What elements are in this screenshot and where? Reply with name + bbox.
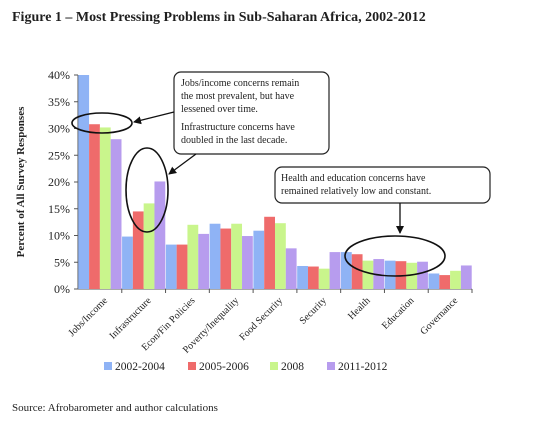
- y-tick-label: 25%: [48, 148, 70, 162]
- y-tick-label: 10%: [48, 229, 70, 243]
- y-tick-label: 5%: [54, 255, 70, 269]
- legend-swatch-2008: [270, 362, 278, 370]
- bar-2002-2004-governance: [428, 273, 440, 289]
- bar-2005-2006-health: [351, 254, 363, 289]
- bar-2008-poverty-inequality: [231, 223, 243, 289]
- legend-swatch-2002-2004: [104, 362, 112, 370]
- y-tick-label: 0%: [54, 282, 70, 296]
- y-axis-label: Percent of All Survey Responses: [15, 106, 27, 257]
- bar-2002-2004-food-security: [253, 230, 265, 289]
- bar-2002-2004-infrastructure: [122, 236, 133, 289]
- y-tick-label: 20%: [48, 175, 70, 189]
- legend-label-2005-2006: 2005-2006: [199, 361, 249, 373]
- bar-2011-2012-education: [417, 261, 428, 289]
- annotation-arrow-jobs: [133, 111, 175, 125]
- bar-2011-2012-security: [329, 252, 341, 289]
- bar-2008-econ-fin-policies: [187, 224, 199, 289]
- bar-2005-2006-jobs-income: [89, 124, 100, 289]
- bar-2005-2006-security: [307, 266, 319, 289]
- bar-2002-2004-education: [384, 260, 396, 289]
- y-tick-label: 35%: [48, 95, 70, 109]
- x-tick-label: Health: [346, 295, 373, 322]
- legend-swatch-2005-2006: [188, 362, 196, 370]
- legend-label-2002-2004: 2002-2004: [115, 361, 165, 373]
- bar-2005-2006-infrastructure: [132, 211, 144, 289]
- bar-2008-infrastructure: [143, 203, 155, 289]
- bar-2002-2004-econ-fin-policies: [165, 244, 177, 289]
- bar-2011-2012-governance: [460, 265, 472, 289]
- annotation-arrow-infrastructure: [168, 153, 197, 175]
- bar-2005-2006-governance: [439, 275, 451, 289]
- bar-2011-2012-food-security: [285, 248, 297, 289]
- highlight-ellipse-jobs: [71, 112, 133, 134]
- highlight-ellipse-health-education: [344, 235, 446, 277]
- bar-2005-2006-econ-fin-policies: [176, 244, 188, 289]
- source-note: Source: Afrobarometer and author calcula…: [12, 402, 218, 414]
- bar-2002-2004-jobs-income: [78, 75, 90, 289]
- annotation-box-jobs-infrastructure: [173, 71, 330, 155]
- bar-2011-2012-jobs-income: [110, 139, 122, 289]
- annotation-text-health-education: Health and education concerns have remain…: [281, 173, 431, 197]
- highlight-ellipse-infrastructure: [125, 147, 169, 233]
- x-tick-label: Governance: [418, 295, 460, 337]
- x-tick-label: Security: [298, 295, 329, 326]
- y-tick-label: 40%: [48, 68, 70, 82]
- annotation-text-jobs: Jobs/income concerns remain the most prev…: [181, 78, 299, 115]
- legend-label-2008: 2008: [281, 361, 304, 373]
- y-tick-label: 15%: [48, 202, 70, 216]
- bar-2008-education: [406, 262, 418, 289]
- bar-2008-health: [362, 260, 374, 289]
- bar-2005-2006-poverty-inequality: [220, 228, 232, 289]
- bar-2002-2004-health: [340, 252, 352, 289]
- legend-swatch-2011-2012: [327, 362, 335, 370]
- x-tick-label: Jobs/Income: [66, 295, 110, 339]
- x-tick-label: Food Security: [237, 295, 285, 343]
- bar-2008-security: [318, 268, 330, 289]
- bar-2005-2006-food-security: [264, 216, 275, 289]
- bar-2011-2012-econ-fin-policies: [198, 233, 210, 289]
- legend-label-2011-2012: 2011-2012: [338, 361, 388, 373]
- bar-2008-governance: [450, 270, 461, 289]
- bar-2011-2012-health: [373, 259, 385, 289]
- figure-title: Figure 1 – Most Pressing Problems in Sub…: [12, 10, 426, 25]
- annotation-box-health-education: [274, 166, 491, 204]
- bar-2008-food-security: [275, 223, 286, 289]
- bar-2008-jobs-income: [99, 127, 111, 290]
- x-tick-label: Education: [380, 295, 416, 331]
- x-tick-label: Infrastructure: [108, 295, 155, 342]
- bar-2002-2004-security: [297, 265, 308, 289]
- annotation-text-infrastructure: Infrastructure concerns have doubled in t…: [181, 122, 295, 146]
- bar-2002-2004-poverty-inequality: [209, 223, 221, 289]
- bar-2011-2012-poverty-inequality: [242, 236, 253, 289]
- y-tick-label: 30%: [48, 122, 70, 136]
- bar-2011-2012-infrastructure: [154, 181, 166, 289]
